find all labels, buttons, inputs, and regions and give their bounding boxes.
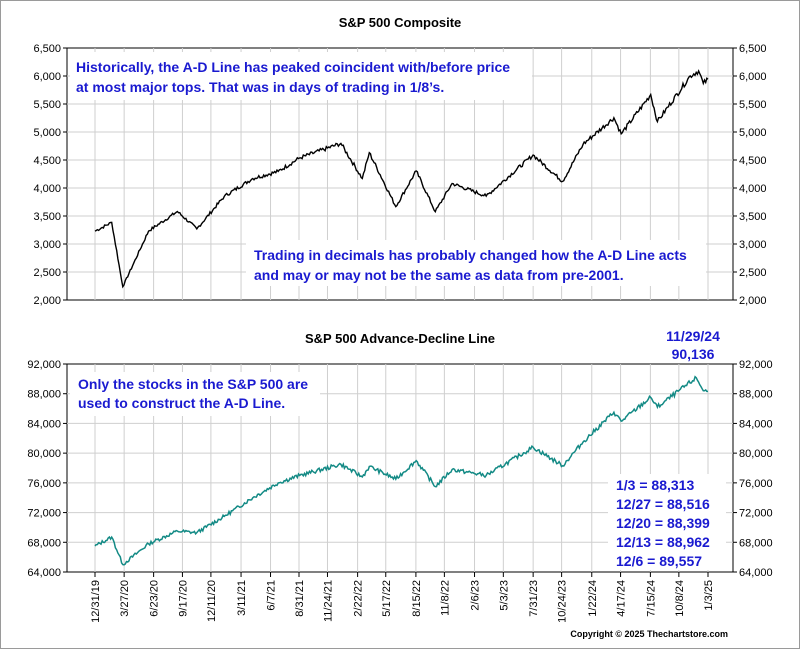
date-tick-label: 6/23/20 xyxy=(149,580,161,617)
sp500-right-tick-label: 6,500 xyxy=(739,43,767,55)
date-tick-label: 7/15/24 xyxy=(645,580,657,617)
ad-right-tick-label: 92,000 xyxy=(739,359,773,371)
ad-right-tick-label: 76,000 xyxy=(739,478,773,490)
sp500-title: S&P 500 Composite xyxy=(339,15,462,30)
recent-value-item: 12/13 = 88,962 xyxy=(616,534,710,550)
sp500-right-tick-label: 5,500 xyxy=(739,99,767,111)
sp500-right-tick-label: 3,500 xyxy=(739,211,767,223)
sp500-left-tick-label: 2,000 xyxy=(33,295,61,307)
ad-left-tick-label: 80,000 xyxy=(27,448,61,460)
date-tick-label: 3/11/21 xyxy=(236,580,248,616)
top-note-line-2: at most major tops. That was in days of … xyxy=(76,79,444,95)
sp500-right-axis: 2,000 2,500 3,000 3,500 4,000 4,500 5,000 5,500… xyxy=(733,43,767,307)
date-tick-label: 7/31/23 xyxy=(528,580,540,617)
ad-line-panel: 64,000 68,000 72,000 76,000 80,000 84,000 88,0… xyxy=(27,328,772,623)
sp500-right-tick-label: 4,500 xyxy=(739,155,767,167)
sp500-right-tick-label: 4,000 xyxy=(739,183,767,195)
date-tick-label: 8/31/21 xyxy=(294,580,306,617)
sp500-right-tick-label: 3,000 xyxy=(739,239,767,251)
ad-left-tick-label: 76,000 xyxy=(27,478,61,490)
date-tick-label: 2/6/23 xyxy=(470,580,482,611)
date-tick-label: 5/3/23 xyxy=(498,580,510,611)
sp500-left-tick-label: 2,500 xyxy=(33,267,61,279)
ad-right-tick-label: 64,000 xyxy=(739,567,773,579)
ad-left-tick-label: 72,000 xyxy=(27,508,61,520)
peak-value-label: 90,136 xyxy=(672,346,715,362)
date-tick-label: 11/24/21 xyxy=(322,580,334,622)
sp500-left-tick-label: 4,000 xyxy=(33,183,61,195)
peak-date-label: 11/29/24 xyxy=(666,328,720,344)
mid-note-line-1: Trading in decimals has probably changed… xyxy=(254,247,687,263)
date-tick-label: 8/15/22 xyxy=(411,580,423,617)
ad-left-tick-label: 64,000 xyxy=(27,567,61,579)
sp500-right-tick-label: 5,000 xyxy=(739,127,767,139)
sp500-left-tick-label: 5,000 xyxy=(33,127,61,139)
ad-left-tick-label: 88,000 xyxy=(27,389,61,401)
ad-right-tick-label: 72,000 xyxy=(739,508,773,520)
sp500-left-tick-label: 6,500 xyxy=(33,43,61,55)
date-tick-label: 10/24/23 xyxy=(557,580,569,623)
date-tick-label: 11/8/22 xyxy=(439,580,451,616)
sp500-right-tick-label: 2,000 xyxy=(739,295,767,307)
date-tick-label: 1/3/25 xyxy=(703,580,715,611)
sp500-panel: 2,000 2,500 3,000 3,500 4,000 4,500 5,000 5,500… xyxy=(33,15,766,307)
ad-right-tick-label: 68,000 xyxy=(739,537,773,549)
ad-right-axis: 64,000 68,000 72,000 76,000 80,000 84,000 88,0… xyxy=(733,359,773,579)
date-tick-label: 2/22/22 xyxy=(353,580,365,617)
date-tick-label: 12/11/20 xyxy=(206,580,218,622)
top-note-line-1: Historically, the A-D Line has peaked co… xyxy=(76,59,510,75)
sp500-left-tick-label: 3,000 xyxy=(33,239,61,251)
top-note-box xyxy=(70,52,532,100)
mid-note-box xyxy=(246,240,706,286)
date-tick-label: 3/27/20 xyxy=(119,580,131,617)
sp500-left-tick-label: 6,000 xyxy=(33,71,61,83)
bottom-note-line-2: used to construct the A-D Line. xyxy=(78,395,285,411)
ad-title: S&P 500 Advance-Decline Line xyxy=(305,331,495,346)
date-tick-label: 1/22/24 xyxy=(587,580,599,617)
ad-left-tick-label: 84,000 xyxy=(27,418,61,430)
ad-line xyxy=(94,375,708,566)
date-tick-label: 5/17/22 xyxy=(381,580,393,617)
date-tick-label: 10/8/24 xyxy=(674,580,686,617)
sp500-right-tick-label: 6,000 xyxy=(739,71,767,83)
bottom-note-line-1: Only the stocks in the S&P 500 are xyxy=(78,376,308,392)
sp500-left-tick-label: 4,500 xyxy=(33,155,61,167)
ad-right-tick-label: 88,000 xyxy=(739,389,773,401)
ad-left-tick-label: 68,000 xyxy=(27,537,61,549)
date-tick-label: 6/7/21 xyxy=(266,580,278,611)
ad-right-tick-label: 80,000 xyxy=(739,448,773,460)
date-tick-label: 12/31/19 xyxy=(90,580,102,623)
date-tick-label: 4/17/24 xyxy=(616,580,628,617)
recent-values-list: 1/3 = 88,313 12/27 = 88,516 12/20 = 88,399… xyxy=(616,477,710,569)
sp500-left-tick-label: 5,500 xyxy=(33,99,61,111)
recent-value-item: 1/3 = 88,313 xyxy=(616,477,694,493)
sp500-price-line xyxy=(94,69,709,289)
date-tick-label: 9/17/20 xyxy=(177,580,189,617)
sp500-left-tick-label: 3,500 xyxy=(33,211,61,223)
date-axis: 12/31/19 3/27/20 6/23/20 9/17/20 12/11/20 3/1… xyxy=(90,572,715,623)
recent-value-item: 12/27 = 88,516 xyxy=(616,496,710,512)
recent-value-item: 12/20 = 88,399 xyxy=(616,515,710,531)
recent-value-item: 12/6 = 89,557 xyxy=(616,553,702,569)
recent-values-box xyxy=(608,474,726,570)
ad-left-axis: 64,000 68,000 72,000 76,000 80,000 84,000 88,0… xyxy=(27,359,67,579)
sp500-left-axis: 2,000 2,500 3,000 3,500 4,000 4,500 5,000 5,500… xyxy=(33,43,67,307)
ad-right-tick-label: 84,000 xyxy=(739,418,773,430)
mid-note-line-2: and may or may not be the same as data f… xyxy=(254,267,624,283)
bottom-note-box xyxy=(70,372,320,416)
copyright: Copyright © 2025 Thechartstore.com xyxy=(570,629,728,639)
ad-left-tick-label: 92,000 xyxy=(27,359,61,371)
sp500-right-tick-label: 2,500 xyxy=(739,267,767,279)
